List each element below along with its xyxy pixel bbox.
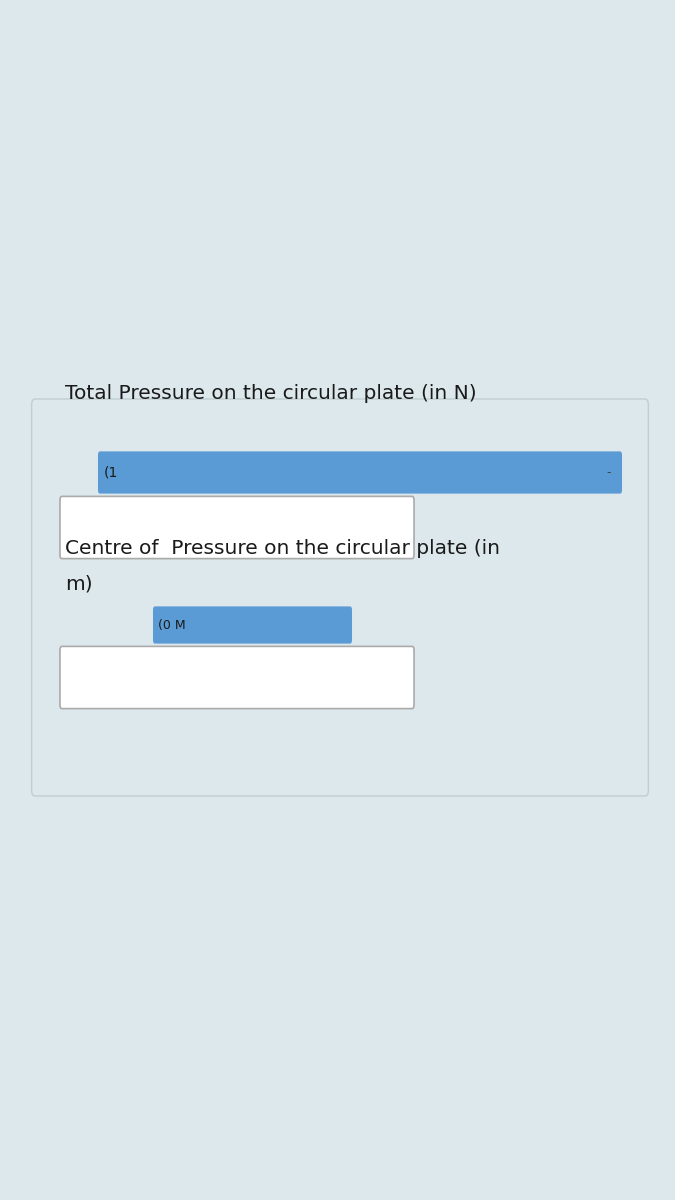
Text: -: - bbox=[607, 466, 611, 479]
Text: Centre of  Pressure on the circular plate (in: Centre of Pressure on the circular plate… bbox=[65, 539, 500, 558]
Text: Total Pressure on the circular plate (in N): Total Pressure on the circular plate (in… bbox=[65, 384, 477, 403]
FancyBboxPatch shape bbox=[60, 497, 414, 559]
FancyBboxPatch shape bbox=[98, 451, 622, 493]
FancyBboxPatch shape bbox=[153, 606, 352, 643]
FancyBboxPatch shape bbox=[60, 647, 414, 708]
Text: (1: (1 bbox=[103, 466, 117, 480]
Text: (0 M: (0 M bbox=[159, 618, 186, 631]
FancyBboxPatch shape bbox=[32, 398, 649, 796]
Text: m): m) bbox=[65, 574, 92, 593]
